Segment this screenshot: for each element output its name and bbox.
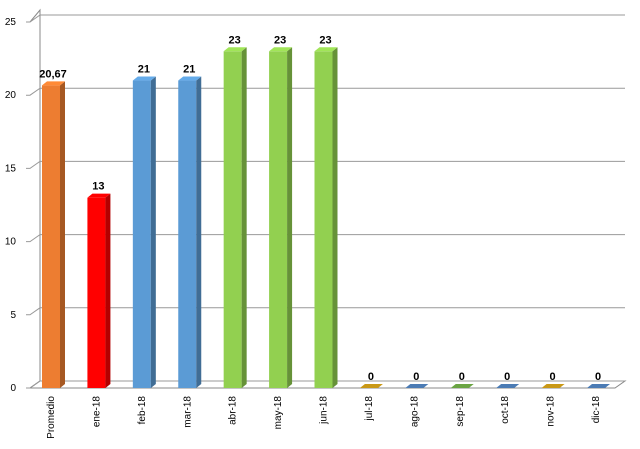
x-tick-label: nov-18 xyxy=(546,396,557,427)
bar xyxy=(223,51,242,388)
bar-side xyxy=(332,47,338,388)
bar xyxy=(178,80,197,388)
bar-top xyxy=(359,384,383,388)
bar xyxy=(42,85,60,388)
bar-side xyxy=(241,47,247,388)
x-tick-label: sep-18 xyxy=(455,396,466,427)
bar-side xyxy=(60,81,65,388)
bar-top xyxy=(223,47,247,52)
value-label: 0 xyxy=(413,371,419,383)
bar-top xyxy=(178,76,202,81)
grid-line xyxy=(26,14,625,23)
x-tick-label: abr-18 xyxy=(228,396,239,425)
x-tick-label: jul-18 xyxy=(364,396,375,422)
value-label: 0 xyxy=(504,371,510,383)
x-tick-label: Promedio xyxy=(46,396,57,439)
bar-side xyxy=(287,47,293,388)
x-tick-label: jun-18 xyxy=(319,396,330,425)
y-tick-label: 15 xyxy=(5,163,17,174)
value-label: 21 xyxy=(138,64,150,76)
bar-top xyxy=(405,384,429,388)
value-label: 21 xyxy=(183,64,195,76)
x-tick-label: dic-18 xyxy=(591,396,602,424)
bar xyxy=(314,51,333,388)
bar-top xyxy=(42,81,65,86)
bar-side xyxy=(196,76,202,388)
value-label: 23 xyxy=(229,34,241,46)
bar-top xyxy=(450,384,474,388)
axis-wall xyxy=(29,8,41,389)
y-tick-label: 25 xyxy=(5,17,17,28)
y-tick-label: 20 xyxy=(5,90,17,101)
value-label: 23 xyxy=(319,34,331,46)
bar xyxy=(269,51,288,388)
bar-top xyxy=(587,384,610,388)
bar-side xyxy=(150,76,156,388)
x-tick-label: ene-18 xyxy=(91,396,102,428)
value-label: 0 xyxy=(459,371,465,383)
bar-top xyxy=(496,384,520,388)
y-tick-label: 5 xyxy=(10,310,16,321)
value-label: 13 xyxy=(92,181,104,193)
bar-top xyxy=(132,76,156,81)
value-label: 0 xyxy=(595,371,601,383)
x-tick-label: may-18 xyxy=(273,396,284,430)
bar-top xyxy=(541,384,565,388)
x-tick-label: ago-18 xyxy=(409,396,420,428)
value-label: 20,67 xyxy=(39,68,67,80)
x-tick-label: mar-18 xyxy=(182,396,193,428)
y-tick-label: 0 xyxy=(10,383,16,394)
bar-top xyxy=(87,193,111,198)
bar xyxy=(87,197,106,388)
bar xyxy=(132,80,151,388)
bar-top xyxy=(269,47,293,52)
value-label: 0 xyxy=(368,371,374,383)
x-tick-label: feb-18 xyxy=(137,396,148,425)
bar-top xyxy=(314,47,338,52)
y-tick-label: 10 xyxy=(5,237,17,248)
value-label: 23 xyxy=(274,34,286,46)
bar-side xyxy=(105,193,111,388)
x-tick-label: oct-18 xyxy=(500,396,511,424)
value-label: 0 xyxy=(550,371,556,383)
